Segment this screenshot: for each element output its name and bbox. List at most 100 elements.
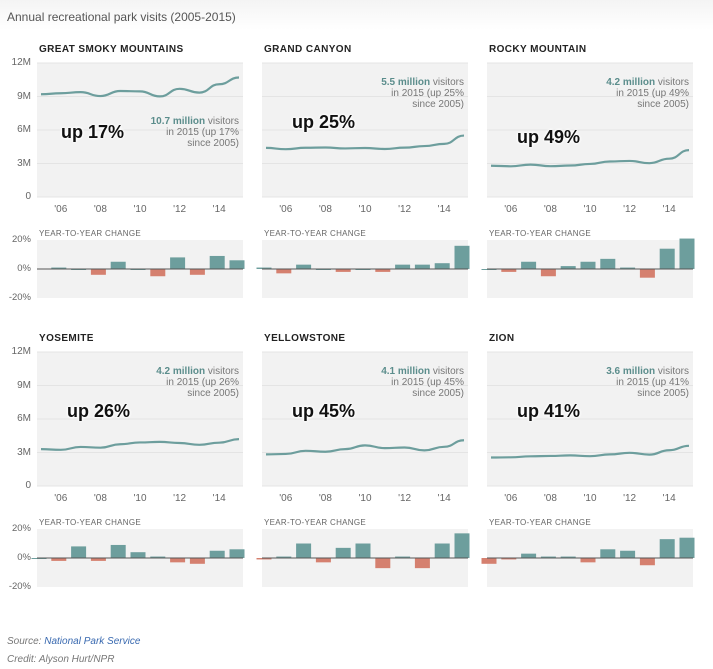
y-tick-label: 3M: [17, 446, 31, 458]
change-plot-svg: [256, 533, 470, 569]
change-y-tick-label: -20%: [8, 292, 31, 303]
change-bar: [296, 543, 312, 558]
x-tick-label: '08: [93, 204, 107, 215]
series-line: [265, 439, 465, 456]
change-headline: up 25%: [292, 112, 356, 132]
annotation-text: since 2005): [412, 99, 464, 110]
annotation-text: in 2015 (up 45%: [391, 377, 464, 388]
x-tick-label: '14: [212, 204, 226, 215]
y-tick-label: 12M: [11, 346, 31, 357]
change-bar: [659, 248, 675, 269]
change-bar: [639, 269, 655, 278]
visitor-count: 4.2 million: [156, 366, 206, 377]
change-plot-svg: [256, 245, 470, 274]
x-tick-label: '06: [54, 204, 68, 215]
change-bar: [395, 264, 411, 269]
credit-line: Credit: Alyson Hurt/NPR: [7, 654, 115, 665]
change-bar: [315, 558, 331, 563]
change-y-tick-label: 20%: [11, 234, 31, 245]
source-prefix: Source:: [7, 636, 42, 647]
x-tick-label: '08: [93, 493, 107, 504]
change-bar: [375, 558, 391, 569]
y-tick-label: 12M: [11, 57, 31, 68]
change-bar: [276, 269, 292, 274]
change-plot: [481, 238, 695, 298]
annotation-text: visitors: [205, 366, 239, 377]
annotation-text: since 2005): [187, 388, 239, 399]
title-bar: Annual recreational park visits (2005-20…: [0, 0, 713, 30]
change-bar: [540, 556, 556, 558]
panel-title: YOSEMITE: [39, 333, 94, 344]
line-plot-svg: [37, 62, 243, 198]
change-y-tick-label: 0%: [17, 263, 31, 274]
x-tick-label: '08: [318, 204, 332, 215]
x-tick-label: '12: [173, 493, 187, 504]
source-link[interactable]: National Park Service: [44, 636, 141, 647]
line-plot-svg: [487, 62, 693, 198]
series-line: [490, 149, 690, 168]
x-tick-label: '08: [543, 493, 557, 504]
visitor-annotation: 10.7 million visitors in 2015 (up 17% sinc…: [129, 116, 239, 149]
y-tick-label: 0: [25, 191, 31, 202]
line-plot-svg: [487, 351, 693, 487]
series-line: [40, 438, 240, 451]
change-bar: [560, 266, 576, 269]
annotation-text: in 2015 (up 41%: [616, 377, 689, 388]
x-tick-label: '10: [358, 493, 372, 504]
annotation-text: visitors: [655, 77, 689, 88]
change-bar: [454, 245, 470, 269]
line-plot: up 25% 5.5 million visitors in 2015 (up 25…: [262, 62, 468, 198]
panel-title: YELLOWSTONE: [264, 333, 346, 344]
visitor-count: 4.2 million: [606, 77, 656, 88]
change-headline: up 41%: [517, 401, 581, 421]
change-bar: [501, 269, 517, 272]
change-plot: [481, 529, 695, 587]
change-plot-svg: [481, 537, 695, 566]
change-plot: [256, 240, 470, 298]
change-bar: [71, 546, 87, 558]
visitor-annotation: 5.5 million visitors in 2015 (up 25% since…: [354, 77, 464, 110]
change-bar: [130, 552, 146, 558]
change-bar: [209, 550, 225, 558]
change-bar: [355, 543, 371, 558]
change-bar: [229, 549, 245, 558]
y-tick-label: 0: [25, 480, 31, 491]
change-bar: [481, 558, 497, 564]
visitor-count: 5.5 million: [381, 77, 431, 88]
change-y-tick-label: 0%: [17, 552, 31, 563]
annotation-text: visitors: [430, 366, 464, 377]
line-plot-svg: [262, 62, 468, 198]
change-plot: [37, 240, 245, 298]
chart-title: Annual recreational park visits (2005-20…: [7, 10, 236, 24]
change-chart-label: YEAR-TO-YEAR CHANGE: [264, 518, 367, 527]
series-line: [490, 444, 690, 459]
x-tick-label: '14: [437, 493, 451, 504]
visitor-annotation: 4.2 million visitors in 2015 (up 26% since…: [129, 366, 239, 399]
change-bar: [375, 269, 391, 272]
line-plot: up 26% 4.2 million visitors in 2015 (up 26…: [37, 351, 243, 487]
change-bar: [110, 544, 126, 558]
annotation-text: in 2015 (up 25%: [391, 88, 464, 99]
change-headline: up 49%: [517, 127, 581, 147]
change-bar: [414, 264, 430, 269]
change-headline: up 17%: [61, 122, 125, 142]
annotation-text: in 2015 (up 49%: [616, 88, 689, 99]
change-bar: [229, 260, 245, 269]
x-tick-label: '12: [398, 493, 412, 504]
x-tick-label: '10: [583, 204, 597, 215]
change-bar: [170, 257, 186, 269]
change-y-tick-label: 20%: [11, 523, 31, 534]
series-line: [40, 76, 240, 98]
annotation-text: in 2015 (up 26%: [166, 377, 239, 388]
change-bar: [51, 267, 67, 269]
x-tick-label: '14: [662, 204, 676, 215]
change-bar: [540, 269, 556, 277]
change-plot-svg: [31, 544, 245, 564]
x-tick-label: '06: [279, 204, 293, 215]
change-bar: [150, 556, 166, 558]
x-tick-label: '10: [133, 493, 147, 504]
line-plot: up 45% 4.1 million visitors in 2015 (up 45…: [262, 351, 468, 487]
chart-panel: YOSEMITE 12M 9M 6M 3M 0 up 26% 4.2 million visi…: [9, 331, 245, 592]
change-bar: [600, 258, 616, 269]
annotation-text: in 2015 (up 17%: [166, 127, 239, 138]
